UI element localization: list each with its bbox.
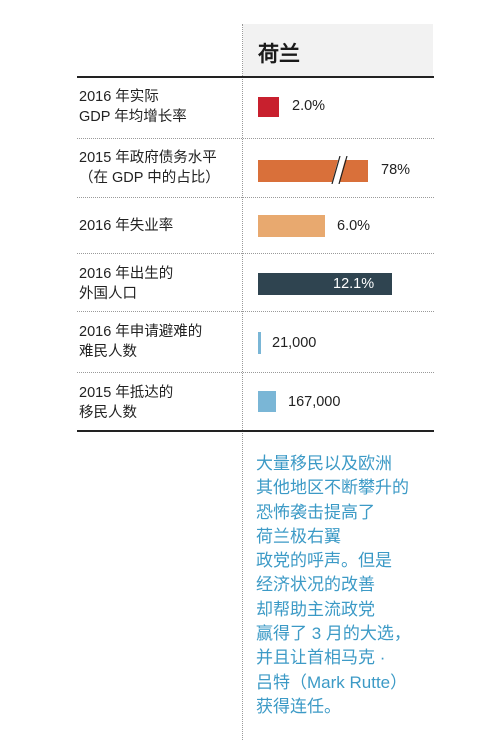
row-label-line: 难民人数: [79, 344, 137, 360]
row-divider: [77, 372, 434, 373]
bar-asylum-seekers: [258, 332, 261, 354]
row-label-gdp-growth: 2016 年实际 GDP 年均增长率: [79, 87, 239, 127]
row-label-line: 外国人口: [79, 286, 137, 302]
row-divider: [77, 138, 434, 139]
value-government-debt: 78%: [381, 162, 411, 178]
row-label-line: 2015 年政府债务水平: [79, 150, 217, 166]
column-header-country: 荷兰: [258, 43, 300, 66]
value-foreign-born: 12.1%: [333, 276, 375, 292]
row-label-line: 移民人数: [79, 405, 137, 421]
bar-gdp-growth: [258, 97, 279, 117]
bar-government-debt-segment-right: [339, 160, 368, 182]
row-label-immigrants: 2015 年抵达的 移民人数: [79, 383, 239, 423]
row-label-government-debt: 2015 年政府债务水平 （在 GDP 中的占比）: [79, 148, 239, 188]
note-line: 大量移民以及欧洲: [256, 454, 392, 473]
column-header-background: [243, 24, 433, 76]
row-label-line: GDP 年均增长率: [79, 109, 187, 125]
row-label-line: 2016 年申请避难的: [79, 324, 203, 340]
row-label-asylum-seekers: 2016 年申请避难的 难民人数: [79, 322, 239, 362]
row-label-foreign-born: 2016 年出生的 外国人口: [79, 264, 239, 304]
column-divider: [242, 24, 243, 740]
row-divider: [77, 197, 434, 198]
row-label-line: 2016 年出生的: [79, 266, 174, 282]
note-line: 政党的呼声。但是: [256, 551, 392, 571]
note-line: 并且让首相马克 ·: [256, 648, 386, 668]
axis-break-line: [331, 156, 341, 184]
row-divider: [77, 253, 434, 254]
bar-government-debt-segment-left: [258, 160, 338, 182]
row-label-unemployment: 2016 年失业率: [79, 216, 239, 236]
bar-government-debt: [258, 156, 368, 184]
note-line: 经济状况的改善: [256, 575, 375, 595]
bar-immigrants: [258, 391, 276, 412]
note-line: 获得连任。: [256, 696, 341, 716]
row-label-line: （在 GDP 中的占比）: [79, 170, 220, 186]
axis-break-line: [338, 156, 348, 184]
note-line: 恐怖袭击提高了: [256, 502, 375, 522]
value-asylum-seekers: 21,000: [272, 335, 317, 351]
header-rule: [77, 76, 434, 78]
note-line: 其他地区不断攀升的: [256, 478, 409, 498]
row-label-line: 2015 年抵达的: [79, 385, 174, 401]
note-line: 荷兰极右翼: [256, 526, 341, 546]
note-line: 却帮助主流政党: [256, 599, 375, 619]
row-label-line: 2016 年实际: [79, 89, 159, 105]
bar-foreign-born: [258, 273, 392, 295]
value-unemployment: 6.0%: [337, 218, 371, 234]
note-line: 赢得了 3 月的大选，: [256, 624, 411, 644]
note-line: 吕特（Mark Rutte）: [256, 672, 408, 692]
row-label-line: 2016 年失业率: [79, 218, 174, 234]
annotation-note: 大量移民以及欧洲 其他地区不断攀升的 恐怖袭击提高了 荷兰极右翼 政党的呼声。但…: [256, 452, 434, 719]
table-bottom-rule: [77, 430, 434, 432]
bar-unemployment: [258, 215, 325, 237]
value-immigrants: 167,000: [288, 394, 341, 410]
value-gdp-growth: 2.0%: [292, 98, 326, 114]
row-divider: [77, 311, 434, 312]
